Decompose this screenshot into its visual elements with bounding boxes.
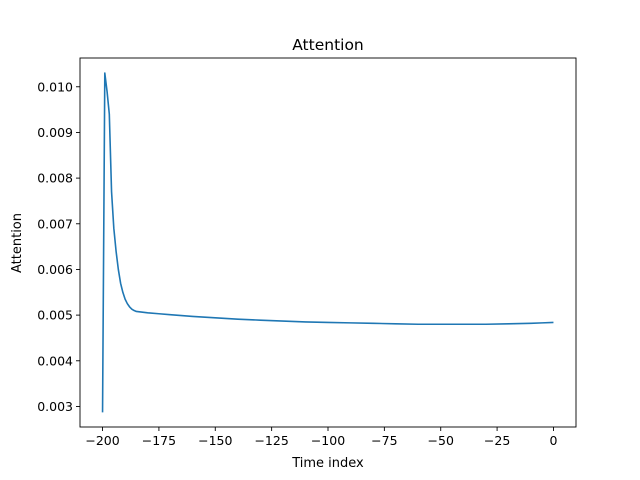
x-tick-label: −100 [311,433,345,448]
x-tick-label: −25 [484,433,510,448]
y-tick-label: 0.004 [37,353,73,368]
y-tick-label: 0.010 [37,79,73,94]
x-tick-label: 0 [549,433,557,448]
x-tick-label: −125 [254,433,288,448]
x-tick-label: −200 [85,433,119,448]
x-tick-label: −50 [428,433,454,448]
y-tick-label: 0.003 [37,399,73,414]
y-tick-label: 0.005 [37,308,73,323]
plot-area: −200 −175 −150 −125 −100 −75 −50 −25 0 0.003 0.004… [37,57,577,448]
x-tick-label: −150 [198,433,232,448]
attention-series-line [101,72,554,413]
y-tick-label: 0.006 [37,262,73,277]
x-tick-label: −175 [142,433,176,448]
chart-title: Attention [292,36,364,54]
y-tick-label: 0.008 [37,171,73,186]
y-tick-label: 0.009 [37,125,73,140]
y-tick-label: 0.007 [37,216,73,231]
x-tick-label: −75 [371,433,397,448]
y-axis-label: Attention [10,213,25,273]
x-axis-label: Time index [291,456,364,471]
